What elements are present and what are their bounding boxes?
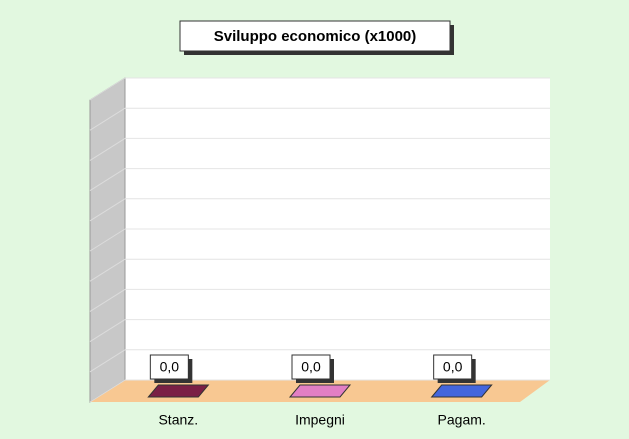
value-label: 0,0 bbox=[443, 359, 463, 375]
side-grid-line bbox=[89, 349, 126, 373]
chart-title: Sviluppo economico (x1000) bbox=[214, 28, 417, 45]
value-label: 0,0 bbox=[301, 359, 321, 375]
value-label: 0,0 bbox=[160, 359, 180, 375]
x-tick-label: Impegni bbox=[295, 412, 345, 428]
x-tick-label: Stanz. bbox=[158, 412, 198, 428]
bar bbox=[430, 384, 493, 398]
value-label-box bbox=[149, 354, 189, 380]
side-grid-line bbox=[89, 319, 126, 343]
side-grid-line bbox=[89, 228, 126, 252]
side-grid-line bbox=[89, 198, 126, 222]
side-grid-line bbox=[89, 379, 126, 403]
x-tick-label: Pagam. bbox=[438, 412, 486, 428]
side-grid-line bbox=[89, 137, 126, 161]
side-grid-line bbox=[89, 107, 126, 131]
side-grid-line bbox=[89, 258, 126, 282]
side-grid-line bbox=[89, 77, 126, 101]
side-grid-line bbox=[89, 288, 126, 312]
value-label-box bbox=[433, 354, 473, 380]
side-grid-line bbox=[89, 168, 126, 192]
value-label-box bbox=[291, 354, 331, 380]
bar bbox=[288, 384, 352, 398]
bar bbox=[147, 384, 210, 398]
title-box bbox=[179, 20, 451, 52]
